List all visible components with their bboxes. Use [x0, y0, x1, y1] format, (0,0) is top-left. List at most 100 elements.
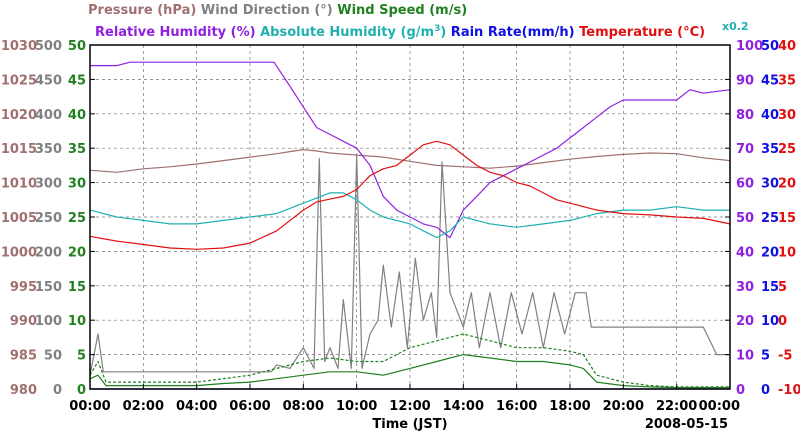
- y-tick-label-pressure: 1030: [1, 39, 37, 54]
- y-tick-label-temperature: 40: [778, 39, 796, 54]
- y-tick-label-wind_direction: 350: [35, 142, 62, 157]
- y-tick-label-wind_direction: 300: [35, 177, 62, 192]
- y-tick-label-wind_speed: 35: [68, 142, 86, 157]
- y-tick-label-rain_rate: 25: [761, 211, 779, 226]
- y-tick-label-pressure: 1010: [1, 177, 37, 192]
- y-tick-label-wind_direction: 500: [35, 39, 62, 54]
- y-tick-label-pressure: 985: [10, 349, 37, 364]
- y-tick-label-wind_direction: 100: [35, 314, 62, 329]
- legend-entry-absolute_humidity: ): [440, 25, 446, 40]
- y-tick-label-wind_speed: 10: [68, 314, 86, 329]
- y-tick-label-temperature: 15: [778, 211, 796, 226]
- y-tick-label-relative_humidity: 50: [736, 211, 754, 226]
- x-tick-label: 14:00: [443, 399, 484, 414]
- x-tick-label: 16:00: [496, 399, 537, 414]
- chart-header: Pressure (hPa) Wind Direction (°) Wind S…: [88, 3, 749, 40]
- series-line-temperature: [89, 140, 731, 250]
- y-tick-label-relative_humidity: 40: [736, 245, 754, 260]
- series-line-wind-speed: [89, 354, 730, 389]
- series-line-wind-direction: [89, 154, 730, 376]
- y-tick-label-wind_speed: 50: [68, 39, 86, 54]
- y-tick-label-wind_speed: 5: [77, 349, 86, 364]
- x-axis-label: Time (JST): [372, 417, 447, 432]
- y-tick-label-wind_speed: 0: [77, 383, 86, 398]
- y-tick-label-temperature: 20: [778, 177, 796, 192]
- x-tick-label: 12:00: [389, 399, 430, 414]
- y-tick-label-wind_direction: 150: [35, 280, 62, 295]
- y-tick-label-relative_humidity: 0: [736, 383, 745, 398]
- legend-row: Pressure (hPa) Wind Direction (°) Wind S…: [88, 3, 467, 18]
- y-tick-label-wind_direction: 450: [35, 73, 62, 88]
- x-tick-label: 04:00: [176, 399, 217, 414]
- legend-entry-relative_humidity: Relative Humidity (%): [95, 25, 256, 40]
- y-tick-label-relative_humidity: 60: [736, 177, 754, 192]
- y-tick-label-temperature: -10: [778, 383, 800, 398]
- y-tick-label-rain_rate: 30: [761, 177, 779, 192]
- x-tick-label: 00:00: [699, 399, 740, 414]
- y-tick-label-pressure: 1015: [1, 142, 37, 157]
- date-label: 2008-05-15: [645, 417, 728, 432]
- legend-entry-absolute_humidity: 3: [434, 24, 440, 34]
- y-tick-label-rain_rate: 0: [761, 383, 770, 398]
- x-tick-label: 08:00: [283, 399, 324, 414]
- y-tick-label-relative_humidity: 10: [736, 349, 754, 364]
- x-tick-label: 18:00: [549, 399, 590, 414]
- y-tick-label-pressure: 980: [10, 383, 37, 398]
- legend-entry-absolute_humidity: Absolute Humidity (g/m: [256, 25, 434, 40]
- y-tick-label-pressure: 1025: [1, 73, 37, 88]
- legend-row: Relative Humidity (%) Absolute Humidity …: [95, 24, 705, 40]
- y-tick-label-temperature: 25: [778, 142, 796, 157]
- y-tick-label-temperature: 30: [778, 108, 796, 123]
- y-tick-label-temperature: 10: [778, 245, 796, 260]
- x-axis: 00:00 02:00 04:00 06:00 08:00 10:00 12:00 14:00…: [69, 384, 740, 414]
- y-tick-label-rain_rate: 20: [761, 245, 779, 260]
- y-tick-label-wind_speed: 40: [68, 108, 86, 123]
- y-tick-label-pressure: 1005: [1, 211, 37, 226]
- y-tick-label-relative_humidity: 70: [736, 142, 754, 157]
- legend-entry-wind_speed: Wind Speed (m/s): [333, 3, 467, 18]
- y-axes: 9809859909951000100510101015102010251030…: [1, 39, 800, 398]
- x-tick-label: 22:00: [656, 399, 697, 414]
- y-tick-label-wind_direction: 400: [35, 108, 62, 123]
- legend-entry-temperature: Temperature (°C): [575, 25, 705, 40]
- y-tick-label-wind_direction: 0: [53, 383, 62, 398]
- y-tick-label-wind_direction: 200: [35, 245, 62, 260]
- y-tick-label-rain_rate: 35: [761, 142, 779, 157]
- x-tick-label: 10:00: [336, 399, 377, 414]
- y-tick-label-rain_rate: 45: [761, 73, 779, 88]
- y-tick-label-pressure: 995: [10, 280, 37, 295]
- y-tick-label-rain_rate: 15: [761, 280, 779, 295]
- y-tick-label-wind_direction: 50: [44, 349, 62, 364]
- y-tick-label-rain_rate: 10: [761, 314, 779, 329]
- y-tick-label-relative_humidity: 100: [736, 39, 763, 54]
- y-tick-label-wind_speed: 25: [68, 211, 86, 226]
- y-tick-label-wind_direction: 250: [35, 211, 62, 226]
- y-tick-label-relative_humidity: 80: [736, 108, 754, 123]
- y-tick-label-wind_speed: 30: [68, 177, 86, 192]
- legend-entry-wind_direction: Wind Direction (°): [196, 3, 332, 18]
- scale-note: x0.2: [722, 20, 749, 33]
- y-tick-label-pressure: 1020: [1, 108, 37, 123]
- y-tick-label-rain_rate: 50: [761, 39, 779, 54]
- legend-entry-pressure: Pressure (hPa): [88, 3, 196, 18]
- series-line-relative-humidity: [90, 61, 731, 239]
- series-line-wind-speed-gust-: [89, 333, 730, 388]
- legend-entry-rain_rate: Rain Rate(mm/h): [446, 25, 574, 40]
- x-tick-label: 20:00: [603, 399, 644, 414]
- y-tick-label-relative_humidity: 20: [736, 314, 754, 329]
- y-tick-label-temperature: 0: [778, 314, 787, 329]
- series-line-pressure: [89, 149, 731, 173]
- x-tick-label: 00:00: [69, 399, 110, 414]
- y-tick-label-temperature: -5: [778, 349, 792, 364]
- y-tick-label-pressure: 990: [10, 314, 37, 329]
- y-tick-label-wind_speed: 20: [68, 245, 86, 260]
- y-tick-label-rain_rate: 5: [761, 349, 770, 364]
- y-tick-label-relative_humidity: 30: [736, 280, 754, 295]
- y-tick-label-wind_speed: 15: [68, 280, 86, 295]
- y-tick-label-temperature: 5: [778, 280, 787, 295]
- x-tick-label: 02:00: [123, 399, 164, 414]
- y-tick-label-pressure: 1000: [1, 245, 37, 260]
- y-tick-label-rain_rate: 40: [761, 108, 779, 123]
- y-tick-label-relative_humidity: 90: [736, 73, 754, 88]
